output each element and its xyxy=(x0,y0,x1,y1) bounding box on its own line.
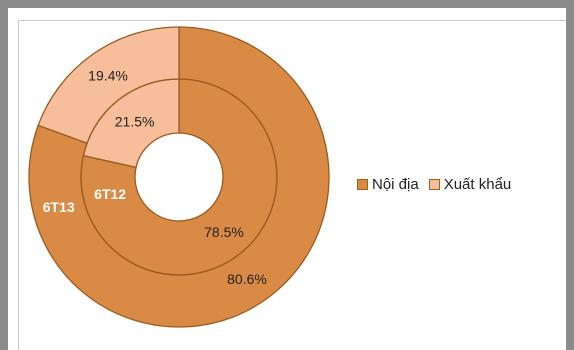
outer-ring-slice-domestic xyxy=(28,26,330,328)
donut-slices xyxy=(28,26,330,328)
legend-label-domestic: Nội địa xyxy=(372,176,419,193)
legend-item-domestic: Nội địa xyxy=(357,176,419,193)
legend-swatch-domestic xyxy=(357,179,368,190)
donut-labels: 78.5% 21.5% 6T12 80.6% 19.4% 6T13 xyxy=(43,67,267,287)
outer-value-label-export: 19.4% xyxy=(88,67,128,83)
inner-ring-name-label: 6T12 xyxy=(94,186,126,202)
outer-value-label-domestic: 80.6% xyxy=(227,271,267,287)
outer-ring-slice-export xyxy=(37,26,180,145)
chart-area xyxy=(18,20,566,350)
legend-label-export: Xuất khẩu xyxy=(443,176,512,193)
legend-swatch-export xyxy=(428,179,440,190)
legend: Nội địa Xuất khẩu xyxy=(357,176,511,193)
legend-item-export: Xuất khẩu xyxy=(428,176,512,193)
outer-ring-name-label: 6T13 xyxy=(43,199,75,215)
inner-value-label-export: 21.5% xyxy=(115,114,155,130)
inner-value-label-domestic: 78.5% xyxy=(204,224,244,240)
